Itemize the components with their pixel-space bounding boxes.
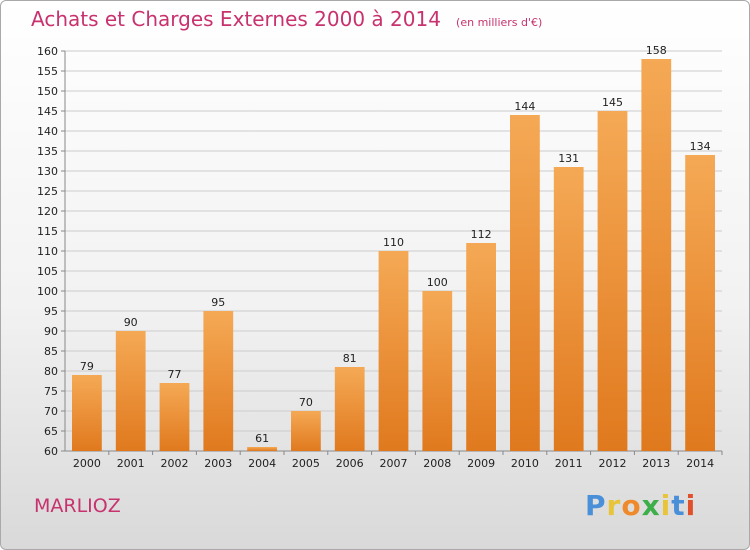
commune-name: MARLIOZ [34,495,121,517]
bar-2000 [72,375,102,451]
x-tick-label-2011: 2011 [555,457,583,470]
y-tick-label: 70 [44,405,58,418]
x-tick-label-2014: 2014 [686,457,714,470]
chart-unit: (en milliers d'€) [456,16,543,29]
value-label-2010: 144 [514,100,535,113]
y-tick-label: 115 [37,225,58,238]
value-label-2014: 134 [690,140,711,153]
y-tick-label: 85 [44,345,58,358]
x-tick-label-2010: 2010 [511,457,539,470]
y-tick-label: 75 [44,385,58,398]
x-tick-label-2004: 2004 [248,457,276,470]
value-label-2002: 77 [168,368,182,381]
value-label-2006: 81 [343,352,357,365]
value-label-2005: 70 [299,396,313,409]
chart-title: Achats et Charges Externes 2000 à 2014 [31,7,441,31]
bar-2008 [422,291,453,451]
logo-letter: o [621,489,642,522]
y-tick-label: 125 [37,185,58,198]
bar-2012 [597,111,628,451]
bar-2009 [466,243,496,451]
value-label-2003: 95 [211,296,225,309]
value-label-2012: 145 [602,96,623,109]
value-label-2001: 90 [124,316,138,329]
value-label-2013: 158 [646,44,667,57]
value-label-2004: 61 [255,432,269,445]
logo-letter: i [660,489,672,522]
bar-2010 [510,115,540,451]
y-tick-label: 160 [37,45,58,58]
bar-2011 [553,167,584,451]
x-tick-label-2008: 2008 [423,457,451,470]
y-tick-label: 100 [37,285,58,298]
x-tick-label-2001: 2001 [117,457,145,470]
bar-2006 [334,367,365,451]
x-tick-label-2012: 2012 [599,457,627,470]
y-tick-label: 140 [37,125,58,138]
x-tick-label-2005: 2005 [292,457,320,470]
y-tick-label: 150 [37,85,58,98]
bar-2014 [685,155,715,451]
y-tick-label: 110 [37,245,58,258]
bar-2001 [115,331,146,451]
bar-2004 [247,447,277,451]
y-tick-label: 95 [44,305,58,318]
logo-letter: t [671,489,686,522]
x-tick-label-2013: 2013 [642,457,670,470]
x-tick-label-2009: 2009 [467,457,495,470]
value-label-2007: 110 [383,236,404,249]
bar-2007 [378,251,409,451]
logo-letter: i [685,489,697,522]
logo-letter: x [641,489,661,522]
y-tick-label: 90 [44,325,58,338]
y-tick-label: 130 [37,165,58,178]
y-tick-label: 60 [44,445,58,458]
x-tick-label-2003: 2003 [204,457,232,470]
logo-letter: P [585,489,607,522]
logo-letter: r [606,489,622,522]
value-labels: 79 90 77 95 61 70 81 110 100 112 144 131 145 158 134 [80,44,711,445]
y-tick-label: 145 [37,105,58,118]
y-tick-label: 105 [37,265,58,278]
y-tick-label: 135 [37,145,58,158]
bar-2005 [291,411,321,451]
value-label-2008: 100 [427,276,448,289]
bars [72,59,715,451]
x-tick-label-2002: 2002 [161,457,189,470]
value-label-2000: 79 [80,360,94,373]
proxiti-logo: Proxiti [585,489,696,522]
y-tick-label: 65 [44,425,58,438]
x-tick-label-2000: 2000 [73,457,101,470]
x-tick-label-2006: 2006 [336,457,364,470]
title-row: Achats et Charges Externes 2000 à 2014 (… [31,7,542,31]
bar-2002 [159,383,190,451]
y-tick-label: 120 [37,205,58,218]
x-tick-label-2007: 2007 [380,457,408,470]
bar-2003 [203,311,234,451]
value-label-2009: 112 [471,228,492,241]
y-tick-label: 155 [37,65,58,78]
bar-2013 [641,59,672,451]
y-tick-label: 80 [44,365,58,378]
value-label-2011: 131 [558,152,579,165]
